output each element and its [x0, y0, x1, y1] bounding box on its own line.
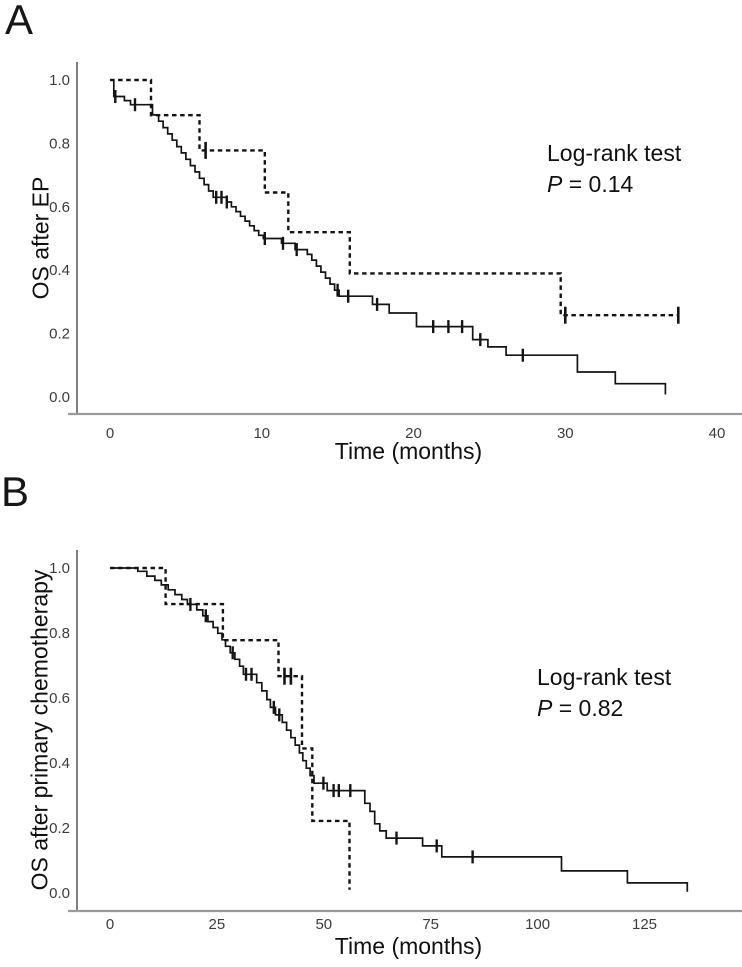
p-symbol-b: P — [537, 695, 553, 721]
panel-b-letter: B — [1, 468, 30, 515]
logrank-annotation-a: Log-rank test P = 0.14 — [547, 138, 681, 200]
y-tick-label: 0.2 — [49, 820, 70, 837]
y-tick-labels: 0.0 0.2 0.4 0.6 0.8 1.0 — [49, 72, 70, 406]
logrank-label-a: Log-rank test — [547, 140, 682, 166]
censor-marks-solid — [189, 597, 474, 864]
logrank-label-b: Log-rank test — [537, 664, 672, 690]
y-tick-label: 0.4 — [49, 755, 70, 772]
censor-marks-dashed — [283, 667, 293, 685]
y-tick-label: 1.0 — [49, 72, 70, 89]
km-plot-b: 0 25 50 75 100 125 0.0 0.2 0.4 0.6 0.8 1.0 — [49, 550, 742, 933]
x-tick-label: 40 — [709, 425, 726, 442]
p-value-b: = 0.82 — [552, 695, 624, 721]
y-tick-label: 0.0 — [49, 885, 70, 902]
x-tick-label: 30 — [557, 425, 574, 442]
y-tick-label: 0.4 — [49, 262, 70, 279]
p-value-a: = 0.14 — [562, 171, 634, 197]
censor-marks-dashed — [204, 141, 680, 324]
y-tick-label: 0.0 — [49, 389, 70, 406]
y-tick-label: 0.2 — [49, 326, 70, 343]
km-curve-solid — [110, 79, 667, 395]
y-tick-label: 0.6 — [49, 690, 70, 707]
x-tick-label: 50 — [315, 916, 332, 933]
x-tick-label: 125 — [632, 916, 657, 933]
y-tick-label: 1.0 — [49, 560, 70, 577]
x-tick-label: 25 — [209, 916, 226, 933]
x-axis-title-a: Time (months) — [334, 438, 483, 464]
x-tick-label: 10 — [253, 425, 270, 442]
panel-a-letter: A — [5, 0, 34, 43]
km-curve-dashed — [110, 566, 351, 890]
x-tick-label: 20 — [405, 425, 422, 442]
km-curve-dashed — [110, 78, 679, 317]
x-tick-labels: 0 10 20 30 40 — [106, 425, 726, 442]
y-tick-label: 0.8 — [49, 135, 70, 152]
y-tick-label: 0.6 — [49, 199, 70, 216]
panel-b: B OS after primary chemotherapy 0 25 50 75 1… — [0, 470, 742, 967]
x-tick-labels: 0 25 50 75 100 125 — [106, 916, 657, 933]
x-tick-label: 0 — [106, 425, 114, 442]
km-plot-a: 0 10 20 30 40 0.0 0.2 0.4 0.6 0.8 1.0 — [49, 62, 742, 442]
y-tick-label: 0.8 — [49, 625, 70, 642]
logrank-annotation-b: Log-rank test P = 0.82 — [537, 662, 671, 724]
x-tick-label: 0 — [106, 916, 114, 933]
censor-marks-solid — [114, 90, 524, 362]
y-tick-labels: 0.0 0.2 0.4 0.6 0.8 1.0 — [49, 560, 70, 902]
km-curve-solid — [110, 567, 689, 892]
p-symbol-a: P — [547, 171, 563, 197]
panel-a: A OS after EP 0 10 20 30 40 0.0 0.2 0.4 0.6 0.8 1.… — [0, 0, 742, 480]
x-tick-label: 100 — [525, 916, 550, 933]
x-tick-label: 75 — [422, 916, 439, 933]
x-axis-title-b: Time (months) — [334, 933, 483, 959]
